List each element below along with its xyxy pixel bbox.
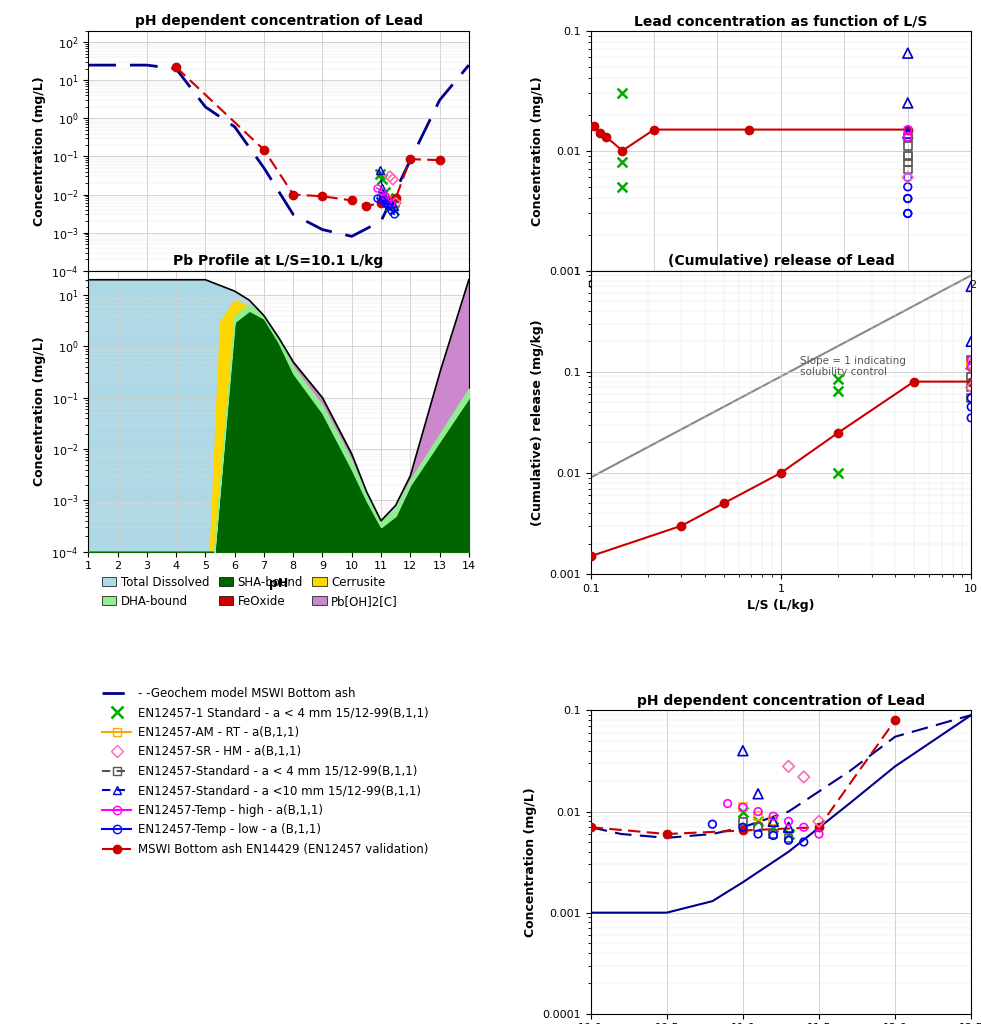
- Point: [963, 279, 979, 295]
- Point: [385, 171, 400, 187]
- Point: [811, 813, 827, 829]
- Point: [704, 816, 720, 833]
- Point: [900, 190, 915, 207]
- Point: [900, 129, 915, 145]
- Point: [963, 390, 979, 407]
- Point: [900, 205, 915, 221]
- Point: [963, 352, 979, 369]
- Y-axis label: Concentration (mg/L): Concentration (mg/L): [32, 336, 46, 486]
- Point: [900, 45, 915, 61]
- Point: [765, 813, 781, 829]
- Point: [735, 804, 750, 820]
- Point: [381, 190, 396, 207]
- Point: [750, 785, 766, 802]
- X-axis label: L/S (L/kg): L/S (L/kg): [748, 599, 814, 612]
- Y-axis label: Concentration (mg/L): Concentration (mg/L): [32, 76, 46, 225]
- Point: [765, 825, 781, 842]
- Point: [375, 171, 390, 187]
- Point: [963, 352, 979, 369]
- Text: Slope = 1 indicating
solubility control: Slope = 1 indicating solubility control: [800, 355, 905, 377]
- Point: [963, 359, 979, 376]
- Point: [765, 819, 781, 836]
- Point: [720, 796, 736, 812]
- Point: [781, 825, 797, 842]
- Point: [900, 161, 915, 177]
- Point: [963, 355, 979, 372]
- Title: Pb Profile at L/S=10.1 L/kg: Pb Profile at L/S=10.1 L/kg: [174, 254, 384, 268]
- Point: [384, 198, 399, 214]
- Point: [382, 168, 397, 184]
- Point: [735, 799, 750, 815]
- Point: [614, 178, 630, 195]
- Point: [900, 169, 915, 185]
- Point: [963, 410, 979, 426]
- Point: [900, 148, 915, 165]
- Point: [750, 825, 766, 842]
- X-axis label: pH: pH: [269, 296, 288, 309]
- Point: [900, 125, 915, 141]
- Point: [781, 813, 797, 829]
- Point: [900, 95, 915, 112]
- Point: [765, 808, 781, 824]
- Point: [781, 829, 797, 846]
- Point: [750, 804, 766, 820]
- Point: [963, 369, 979, 385]
- Point: [830, 465, 846, 481]
- Point: [735, 813, 750, 829]
- Point: [781, 758, 797, 774]
- Title: Lead concentration as function of L/S: Lead concentration as function of L/S: [635, 14, 928, 29]
- Point: [796, 819, 811, 836]
- Point: [796, 769, 811, 785]
- Point: [387, 202, 402, 218]
- Point: [900, 122, 915, 138]
- Point: [372, 166, 387, 182]
- Point: [963, 355, 979, 372]
- Point: [963, 390, 979, 407]
- Point: [900, 129, 915, 145]
- Point: [900, 178, 915, 195]
- Point: [900, 148, 915, 165]
- Point: [830, 383, 846, 399]
- Point: [830, 371, 846, 387]
- Point: [900, 205, 915, 221]
- Point: [735, 819, 750, 836]
- Y-axis label: Concentration (mg/L): Concentration (mg/L): [524, 787, 537, 937]
- Point: [900, 155, 915, 171]
- Point: [781, 833, 797, 849]
- Point: [811, 825, 827, 842]
- Point: [735, 742, 750, 759]
- X-axis label: L/S (L/kg): L/S (L/kg): [748, 296, 814, 309]
- Point: [735, 799, 750, 815]
- Point: [378, 183, 393, 200]
- Point: [765, 813, 781, 829]
- Point: [900, 129, 915, 145]
- Point: [900, 190, 915, 207]
- Point: [963, 333, 979, 349]
- Point: [750, 819, 766, 836]
- Y-axis label: (Cumulative) release (mg/kg): (Cumulative) release (mg/kg): [531, 319, 543, 525]
- Point: [614, 85, 630, 101]
- Point: [781, 819, 797, 836]
- Point: [614, 155, 630, 171]
- Point: [963, 379, 979, 395]
- Point: [765, 827, 781, 844]
- Title: pH dependent concentration of Lead: pH dependent concentration of Lead: [637, 694, 925, 708]
- X-axis label: pH: pH: [269, 577, 288, 590]
- Point: [750, 808, 766, 824]
- Point: [900, 169, 915, 185]
- Point: [963, 398, 979, 415]
- Point: [387, 195, 403, 211]
- Point: [796, 834, 811, 850]
- Title: (Cumulative) release of Lead: (Cumulative) release of Lead: [667, 254, 895, 268]
- Legend: - -Geochem model MSWI Bottom ash, EN12457-1 Standard - a < 4 mm 15/12-99(B,1,1),: - -Geochem model MSWI Bottom ash, EN1245…: [102, 687, 429, 856]
- Y-axis label: Concentration (mg/L): Concentration (mg/L): [531, 76, 543, 225]
- Point: [963, 379, 979, 395]
- Point: [750, 813, 766, 829]
- Point: [900, 137, 915, 154]
- Title: pH dependent concentration of Lead: pH dependent concentration of Lead: [134, 14, 423, 29]
